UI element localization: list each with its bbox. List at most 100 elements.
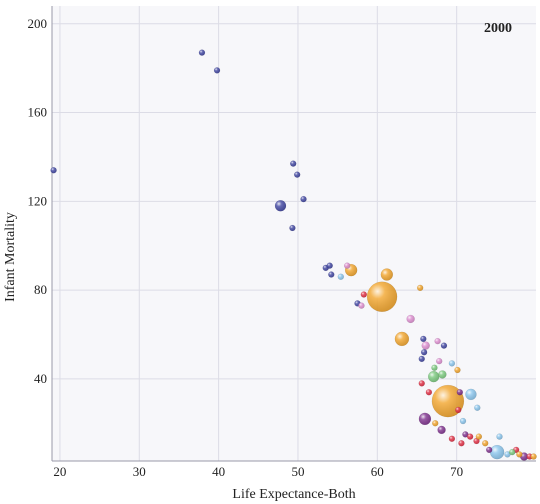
data-point bbox=[420, 348, 428, 356]
data-point-highlight bbox=[490, 445, 505, 460]
data-point-highlight bbox=[289, 224, 296, 231]
data-point-highlight bbox=[50, 167, 57, 174]
data-point bbox=[406, 314, 415, 324]
data-point bbox=[473, 437, 480, 445]
data-point bbox=[431, 420, 439, 427]
data-point bbox=[358, 302, 365, 309]
x-tick-label: 60 bbox=[371, 464, 384, 479]
data-point bbox=[485, 446, 493, 454]
data-point-highlight bbox=[290, 160, 297, 167]
data-point-highlight bbox=[516, 451, 523, 458]
data-point-highlight bbox=[496, 433, 503, 440]
y-tick-label: 120 bbox=[28, 193, 48, 208]
axes bbox=[51, 6, 536, 462]
x-tick-label: 20 bbox=[53, 464, 66, 479]
plot-background bbox=[52, 6, 536, 461]
y-tick-label: 160 bbox=[28, 105, 48, 120]
data-point bbox=[394, 331, 410, 347]
data-point-highlight bbox=[328, 271, 335, 278]
data-point bbox=[465, 388, 477, 401]
data-point-highlight bbox=[475, 433, 482, 440]
data-point bbox=[435, 357, 443, 365]
data-point bbox=[293, 171, 301, 178]
y-tick-label: 80 bbox=[34, 282, 47, 297]
data-point bbox=[343, 262, 351, 269]
y-axis-label: Infant Mortality bbox=[3, 212, 18, 302]
data-point-highlight bbox=[509, 449, 516, 456]
data-point bbox=[459, 417, 467, 425]
data-point-highlight bbox=[367, 281, 398, 312]
data-point bbox=[360, 291, 368, 298]
data-point bbox=[50, 166, 57, 174]
axis-ticks: 20 30 40 50 60 70 40 80 120 160 200 bbox=[28, 16, 464, 479]
data-point-highlight bbox=[418, 355, 425, 362]
data-point-highlight bbox=[275, 200, 287, 212]
data-point-highlight bbox=[474, 404, 481, 411]
grid bbox=[52, 6, 536, 461]
data-point-highlight bbox=[300, 196, 307, 203]
data-point-highlight bbox=[420, 335, 427, 342]
data-point-highlight bbox=[434, 338, 441, 345]
data-point-highlight bbox=[455, 406, 462, 413]
data-point bbox=[380, 268, 394, 281]
data-point bbox=[418, 412, 432, 426]
data-point bbox=[418, 355, 425, 363]
data-point-highlight bbox=[337, 273, 344, 280]
data-point-highlight bbox=[431, 364, 438, 371]
data-point bbox=[458, 439, 465, 447]
data-point bbox=[300, 195, 307, 203]
data-point-highlight bbox=[467, 433, 474, 440]
data-point bbox=[438, 370, 447, 379]
data-points bbox=[50, 49, 537, 461]
data-point bbox=[289, 160, 297, 167]
data-point bbox=[366, 281, 398, 313]
data-point-highlight bbox=[486, 446, 493, 453]
data-point-highlight bbox=[530, 453, 537, 460]
data-point-highlight bbox=[214, 67, 221, 74]
data-point bbox=[289, 224, 296, 232]
x-tick-label: 70 bbox=[450, 464, 463, 479]
data-point bbox=[440, 342, 448, 349]
data-point bbox=[420, 335, 427, 343]
data-point bbox=[448, 435, 456, 443]
data-point-highlight bbox=[437, 425, 446, 434]
data-point-highlight bbox=[432, 420, 439, 427]
data-point-highlight bbox=[428, 371, 440, 383]
data-point-highlight bbox=[198, 49, 205, 56]
data-point-highlight bbox=[421, 349, 428, 356]
data-point bbox=[481, 439, 489, 447]
data-point bbox=[198, 49, 206, 56]
data-point bbox=[454, 406, 462, 414]
data-point-highlight bbox=[360, 291, 367, 298]
data-point bbox=[489, 444, 505, 460]
data-point-highlight bbox=[418, 380, 425, 387]
data-point-highlight bbox=[344, 262, 351, 269]
x-axis-label: Life Expectance-Both bbox=[232, 487, 355, 502]
data-point-highlight bbox=[380, 268, 393, 281]
data-point-highlight bbox=[358, 302, 365, 309]
y-tick-label: 200 bbox=[28, 16, 48, 31]
data-point-highlight bbox=[482, 440, 489, 447]
data-point bbox=[213, 67, 221, 74]
data-point-highlight bbox=[406, 314, 415, 323]
data-point bbox=[416, 284, 424, 292]
data-point bbox=[462, 431, 469, 438]
data-point-highlight bbox=[456, 389, 463, 396]
data-point bbox=[434, 337, 441, 345]
x-tick-label: 40 bbox=[212, 464, 225, 479]
data-point-highlight bbox=[394, 331, 409, 346]
data-point bbox=[337, 273, 345, 281]
data-point-highlight bbox=[448, 435, 455, 442]
data-point bbox=[516, 451, 523, 458]
data-point bbox=[427, 370, 440, 383]
data-point bbox=[448, 360, 456, 367]
data-point bbox=[418, 380, 425, 387]
data-point-highlight bbox=[460, 418, 467, 425]
data-point-highlight bbox=[458, 440, 465, 447]
data-point bbox=[474, 404, 481, 411]
data-point bbox=[496, 433, 503, 440]
data-point bbox=[475, 433, 483, 440]
data-point bbox=[454, 366, 461, 374]
data-point-highlight bbox=[438, 370, 447, 379]
